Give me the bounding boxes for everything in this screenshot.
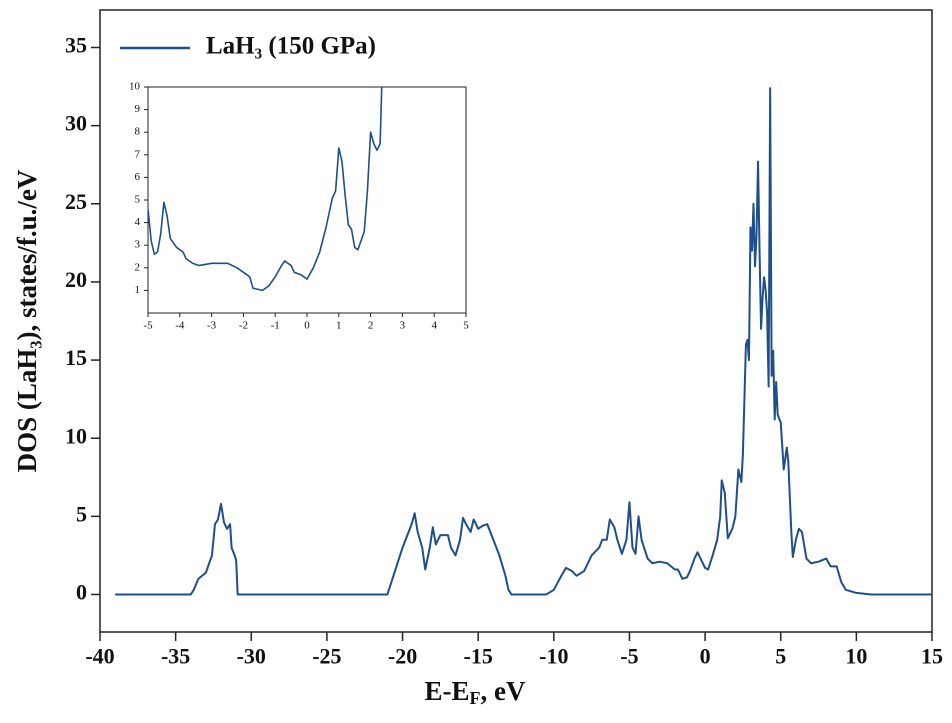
x-tick-label: 3: [400, 319, 406, 331]
x-tick-label: -40: [85, 644, 114, 669]
y-tick-label: 15: [65, 345, 87, 370]
x-tick-label: 15: [921, 644, 943, 669]
x-tick-label: 4: [431, 319, 437, 331]
y-tick-label: 30: [65, 111, 87, 136]
y-tick-label: 3: [135, 239, 141, 251]
x-tick-label: 5: [463, 319, 469, 331]
y-tick-label: 35: [65, 33, 87, 58]
y-tick-label: 2: [135, 261, 141, 273]
y-tick-label: 8: [135, 126, 141, 138]
x-label-subscript: F: [470, 688, 481, 708]
x-axis-label: E-EF, eV: [425, 676, 526, 708]
plot-frame: [147, 86, 467, 314]
x-tick-label: 1: [336, 319, 342, 331]
y-tick-label: 4: [135, 216, 141, 228]
y-tick-label: 0: [76, 580, 87, 605]
x-label-part: E-E: [425, 676, 470, 706]
x-tick-label: -5: [143, 319, 153, 331]
legend-label: LaH₃ (150 GPa): [206, 33, 376, 60]
x-tick-label: -1: [271, 319, 280, 331]
x-tick-label: 0: [304, 319, 310, 331]
x-tick-label: -25: [312, 644, 341, 669]
x-tick-label: -35: [161, 644, 190, 669]
y-tick-label: 10: [65, 423, 87, 448]
x-tick-label: -5: [620, 644, 638, 669]
x-tick-label: 2: [368, 319, 374, 331]
x-tick-label: 10: [845, 644, 867, 669]
y-tick-label: 1: [135, 284, 141, 296]
y-tick-label: 5: [76, 501, 87, 526]
x-tick-label: -15: [464, 644, 493, 669]
y-tick-label: 10: [129, 81, 141, 93]
dos-line: [148, 87, 383, 292]
y-tick-label: 25: [65, 189, 87, 214]
y-tick-label: 20: [65, 267, 87, 292]
x-tick-label: -4: [175, 319, 185, 331]
x-tick-label: 0: [700, 644, 711, 669]
dos-line: [115, 87, 932, 596]
x-label-part: , eV: [481, 676, 526, 706]
y-tick-label: 7: [135, 148, 141, 160]
x-tick-label: -30: [237, 644, 266, 669]
y-tick-label: 6: [135, 171, 141, 183]
x-tick-label: 5: [775, 644, 786, 669]
x-tick-label: -2: [239, 319, 248, 331]
x-tick-label: -20: [388, 644, 417, 669]
y-tick-label: 9: [135, 103, 141, 115]
y-tick-label: 5: [135, 194, 141, 206]
y-axis-label: DOS (LaH₃), states/f.u./eV: [12, 169, 42, 472]
x-tick-label: -10: [539, 644, 568, 669]
x-tick-label: -3: [207, 319, 217, 331]
